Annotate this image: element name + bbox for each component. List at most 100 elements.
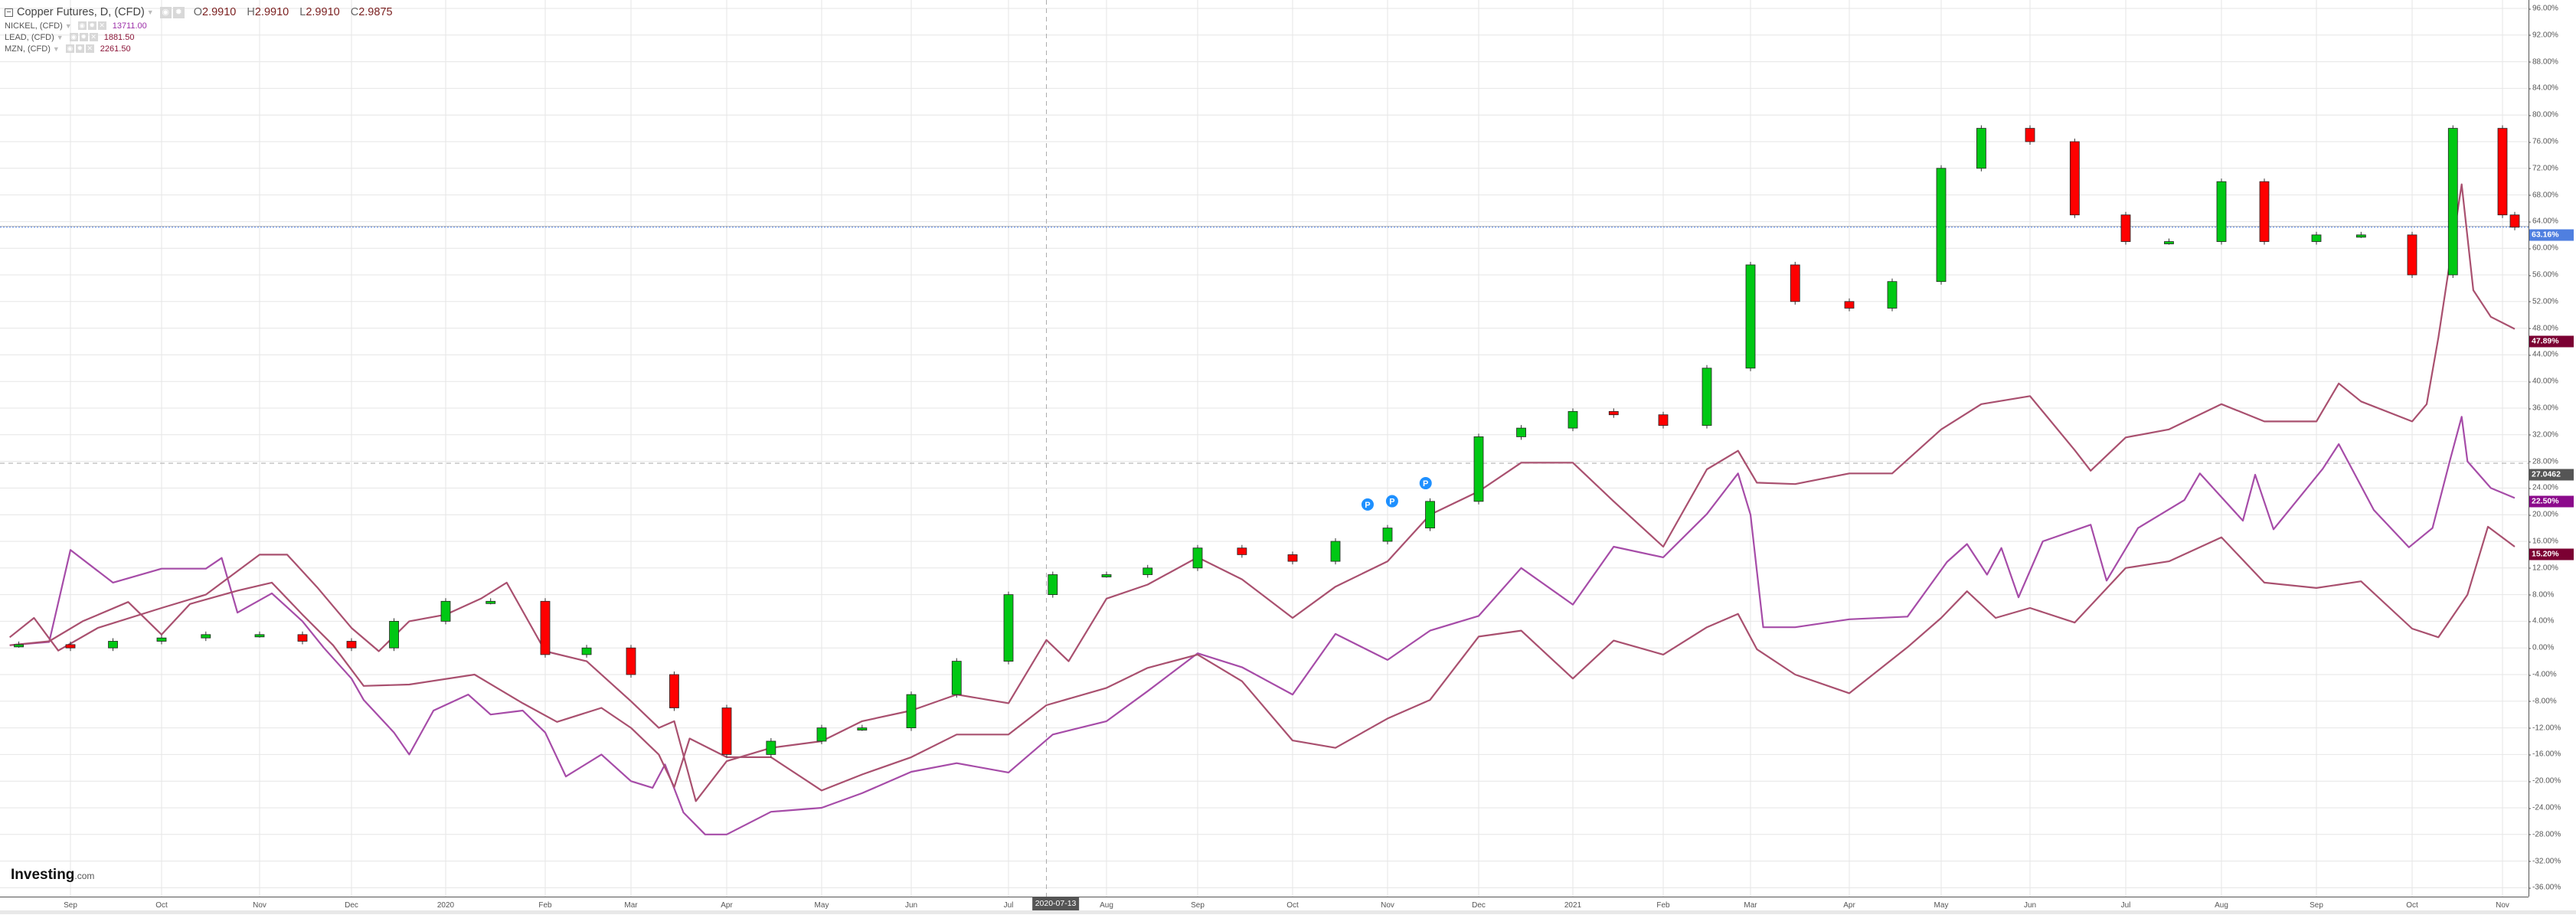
gear-icon[interactable]: ✹ [79, 33, 88, 41]
eye-icon[interactable]: ◉ [159, 6, 172, 18]
candle[interactable] [1568, 410, 1578, 429]
caret-down-icon[interactable]: ▼ [146, 8, 154, 16]
candle[interactable] [2216, 181, 2227, 242]
eye-icon[interactable]: ◉ [65, 44, 74, 53]
candle[interactable] [65, 644, 76, 649]
candle[interactable] [1516, 427, 1526, 437]
eye-icon[interactable]: ◉ [69, 33, 78, 41]
event-marker[interactable] [1361, 498, 1374, 511]
candle[interactable] [156, 637, 167, 642]
y-tick-label: 64.00% [2529, 217, 2558, 226]
candle[interactable] [581, 647, 592, 655]
candle[interactable] [2025, 128, 2035, 142]
candle[interactable] [857, 727, 868, 730]
candle[interactable] [201, 634, 211, 639]
legend-series-name[interactable]: MZN, (CFD) [5, 44, 51, 54]
candle[interactable] [1702, 368, 1712, 426]
series-line-mzn[interactable] [9, 183, 2516, 802]
series-line-nickel[interactable] [9, 416, 2516, 835]
price-chart[interactable]: P P P [0, 0, 2529, 897]
candle[interactable] [951, 661, 962, 695]
candle[interactable] [906, 694, 917, 728]
x-tick-label: Jul [1003, 901, 1014, 910]
candle[interactable] [389, 621, 399, 649]
candle[interactable] [297, 634, 308, 642]
candle[interactable] [2120, 214, 2131, 242]
candle[interactable] [669, 674, 679, 708]
candle[interactable] [2497, 128, 2508, 216]
candle[interactable] [1608, 410, 1619, 416]
chart-legend: − Copper Futures, D, (CFD) ▼ ◉ ✹ O2.9910… [5, 5, 400, 54]
candle[interactable] [2164, 241, 2174, 244]
caret-down-icon[interactable]: ▼ [64, 21, 72, 30]
candle[interactable] [1425, 501, 1435, 528]
candle[interactable] [14, 644, 24, 648]
candle[interactable] [2311, 234, 2322, 242]
candle[interactable] [1048, 574, 1058, 596]
candle[interactable] [485, 600, 496, 604]
candle[interactable] [108, 641, 118, 649]
chart-plot-area[interactable]: P P P [0, 0, 2529, 897]
y-tick-label: 24.00% [2529, 483, 2558, 492]
gear-icon[interactable]: ✹ [172, 6, 185, 18]
candle[interactable] [2069, 141, 2080, 216]
candle[interactable] [2509, 214, 2520, 228]
close-icon[interactable]: ✕ [89, 33, 98, 41]
candle[interactable] [1887, 281, 1898, 309]
gear-icon[interactable]: ✹ [87, 21, 96, 30]
legend-series-name[interactable]: NICKEL, (CFD) [5, 21, 63, 31]
lead-price-tag: 15.20% [2529, 548, 2574, 560]
mzn-price-tag: 47.89% [2529, 335, 2574, 348]
candle[interactable] [1790, 264, 1800, 302]
candle[interactable] [254, 634, 265, 638]
x-tick-label: Dec [1472, 901, 1486, 910]
candle[interactable] [440, 600, 451, 622]
crosshair-value-tag: 27.0462 [2529, 469, 2574, 481]
candle[interactable] [1101, 574, 1112, 577]
candle[interactable] [1658, 414, 1669, 426]
x-tick-label: Aug [2215, 901, 2228, 910]
candle[interactable] [1143, 567, 1153, 575]
candle[interactable] [816, 727, 827, 742]
event-marker[interactable] [1419, 477, 1432, 490]
candle[interactable] [1382, 528, 1393, 542]
x-tick-label: Nov [2496, 901, 2509, 910]
close-icon[interactable]: ✕ [97, 21, 106, 30]
candle[interactable] [2259, 181, 2270, 242]
candle[interactable] [2355, 234, 2366, 238]
candle[interactable] [721, 707, 732, 755]
candle[interactable] [540, 600, 551, 655]
candle[interactable] [1287, 554, 1298, 562]
legend-main-row: − Copper Futures, D, (CFD) ▼ ◉ ✹ O2.9910… [5, 5, 400, 20]
series-line-lead[interactable] [9, 525, 2516, 792]
event-marker[interactable] [1385, 495, 1398, 508]
x-tick-label: 2020 [436, 901, 455, 910]
legend-series-name[interactable]: LEAD, (CFD) [5, 32, 54, 42]
gear-icon[interactable]: ✹ [75, 44, 84, 53]
candle[interactable] [1192, 547, 1203, 569]
candle[interactable] [1976, 128, 1986, 169]
price-axis[interactable]: 96.00% 92.00% 88.00% 84.00% 80.00% 76.00% 72.0… [2528, 0, 2576, 897]
y-tick-label: -4.00% [2529, 670, 2557, 679]
eye-icon[interactable]: ◉ [77, 21, 87, 30]
close-icon[interactable]: ✕ [85, 44, 94, 53]
caret-down-icon[interactable]: ▼ [52, 44, 60, 53]
candle[interactable] [1237, 547, 1247, 555]
candle[interactable] [2407, 234, 2417, 276]
y-tick-label: -28.00% [2528, 830, 2561, 839]
candle[interactable] [1473, 436, 1484, 502]
candle[interactable] [626, 647, 636, 675]
nickel-price-tag: 22.50% [2529, 495, 2574, 508]
candle[interactable] [1330, 541, 1341, 562]
candle[interactable] [1936, 168, 1947, 283]
candle[interactable] [1844, 301, 1855, 309]
candle[interactable] [766, 740, 776, 755]
candle[interactable] [1745, 264, 1756, 369]
collapse-icon[interactable]: − [5, 8, 13, 17]
candle[interactable] [2447, 128, 2458, 276]
main-symbol-title[interactable]: Copper Futures, D, (CFD) [17, 6, 145, 18]
x-tick-label: Nov [253, 901, 266, 910]
candle[interactable] [346, 641, 357, 649]
caret-down-icon[interactable]: ▼ [56, 33, 64, 41]
candle[interactable] [1003, 594, 1014, 662]
